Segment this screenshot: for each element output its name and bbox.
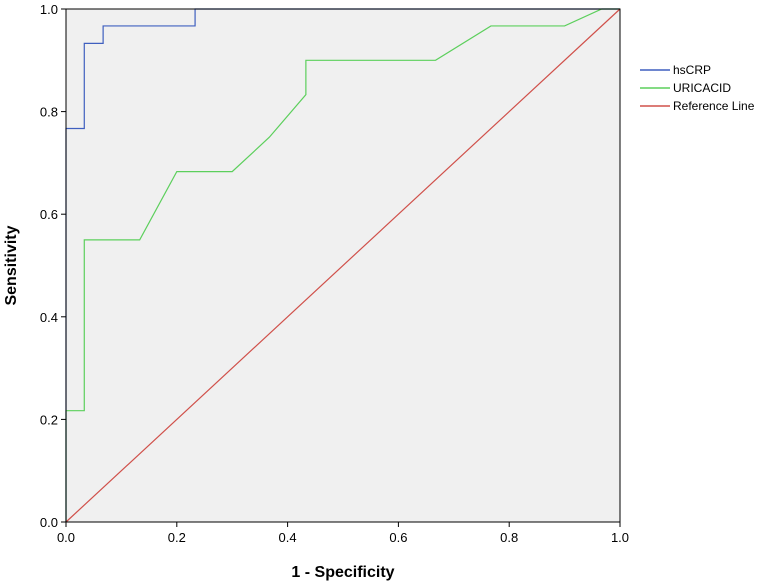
y-tick-label: 0.0: [40, 515, 58, 530]
y-tick-label: 0.6: [40, 207, 58, 222]
series-line-3: [65, 8, 621, 523]
x-tick-label: 0.8: [500, 530, 518, 545]
x-tick-label: 0.2: [168, 530, 186, 545]
y-tick-label: 0.8: [40, 105, 58, 120]
legend-label: Reference Line: [673, 99, 755, 113]
y-tick-label: 0.2: [40, 412, 58, 427]
plot-frame: [65, 8, 621, 523]
x-tick-label: 0.6: [389, 530, 407, 545]
legend-label: hsCRP: [673, 63, 711, 77]
series-layer: [65, 8, 621, 523]
y-tick-label: 1.0: [40, 2, 58, 17]
series-line-2: [65, 8, 620, 522]
x-tick-label: 0.4: [279, 530, 297, 545]
legend: hsCRP URICACID Reference Line: [640, 63, 755, 113]
legend-label: URICACID: [673, 81, 731, 95]
x-axis-ticks: 0.0 0.2 0.4 0.6 0.8 1.0: [57, 522, 629, 545]
x-tick-label: 1.0: [611, 530, 629, 545]
x-axis-title: 1 - Specificity: [291, 564, 394, 581]
y-axis-title: Sensitivity: [3, 225, 20, 305]
x-tick-label: 0.0: [57, 530, 75, 545]
y-tick-label: 0.4: [40, 310, 58, 325]
y-axis-ticks: 0.0 0.2 0.4 0.6 0.8 1.0: [40, 2, 66, 530]
series-line-1: [65, 8, 620, 522]
